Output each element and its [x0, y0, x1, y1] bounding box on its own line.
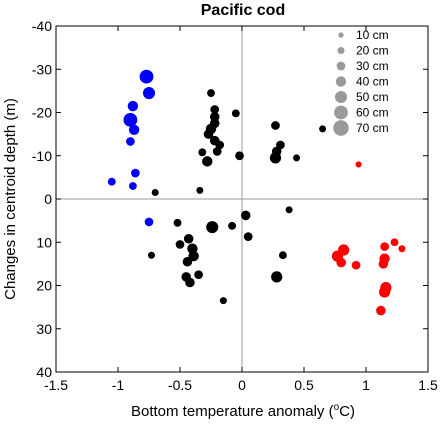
data-point [240, 210, 251, 221]
data-point [380, 242, 389, 251]
data-point [319, 125, 327, 133]
data-point [107, 177, 116, 186]
y-tick-label: 30 [36, 321, 52, 337]
y-tick-label: 0 [44, 191, 52, 207]
data-point [127, 100, 139, 112]
x-tick-labels: -1.5 -1 -0.5 0 0.5 1 1.5 [44, 377, 438, 393]
data-point [194, 270, 203, 280]
legend-marker [336, 61, 346, 71]
data-point [131, 168, 140, 178]
data-point [336, 257, 346, 268]
data-point [278, 251, 287, 260]
data-point [128, 182, 137, 190]
data-point [378, 286, 391, 298]
data-point [269, 152, 282, 164]
data-point [376, 305, 386, 316]
x-tick-label: -0.5 [168, 377, 192, 393]
data-point [175, 240, 185, 249]
legend-label: 20 cm [356, 44, 389, 58]
x-axis-title-text: Bottom temperature anomaly ( [131, 403, 334, 420]
y-axis-title: Changes in centroid depth (m) [2, 98, 19, 300]
data-point [207, 89, 215, 97]
data-point [206, 221, 219, 234]
data-point [139, 69, 154, 84]
x-tick-label: -1.5 [44, 377, 68, 393]
y-tick-label: 20 [36, 278, 52, 294]
x-tick-label: 1.5 [418, 377, 438, 393]
data-point [128, 124, 140, 135]
data-point [183, 234, 194, 244]
x-axis-title-unit: C) [339, 403, 355, 420]
legend-label: 70 cm [356, 121, 389, 135]
data-point [355, 161, 362, 168]
y-tick-label: -30 [32, 61, 52, 77]
legend-marker [334, 90, 348, 104]
legend-marker [334, 105, 348, 120]
data-point [185, 277, 195, 288]
y-tick-label: 40 [36, 364, 52, 380]
legend-marker [335, 76, 347, 87]
legend-marker [337, 47, 345, 54]
data-point [271, 121, 280, 130]
data-point [210, 105, 220, 114]
data-points [107, 69, 406, 316]
data-point [243, 232, 253, 241]
data-point [202, 156, 213, 167]
y-tick-label: -20 [32, 105, 52, 121]
data-point [398, 245, 406, 253]
x-tick-label: 0 [238, 377, 246, 393]
data-point [147, 251, 155, 259]
x-tick-label: 0.5 [294, 377, 314, 393]
data-point [378, 259, 389, 269]
legend-label: 60 cm [356, 106, 389, 120]
data-point [144, 217, 154, 227]
data-point [351, 260, 361, 270]
data-point [196, 186, 204, 194]
data-point [390, 238, 399, 247]
data-point [182, 256, 193, 267]
data-point [126, 137, 135, 146]
data-point [231, 109, 240, 118]
legend-label: 10 cm [356, 28, 389, 42]
data-point [198, 148, 207, 157]
y-tick-label: -10 [32, 148, 52, 164]
y-tick-label: 10 [36, 234, 52, 250]
data-point [151, 189, 159, 197]
x-tick-label: 1 [362, 377, 370, 393]
data-point [142, 86, 156, 100]
zero-lines [56, 26, 428, 372]
data-point [123, 112, 138, 127]
legend-label: 40 cm [356, 75, 389, 89]
chart-title: Pacific cod [201, 2, 285, 19]
legend-marker [338, 32, 344, 38]
y-tick-label: -40 [32, 18, 52, 34]
data-point [212, 147, 222, 156]
y-tick-labels: -40 -30 -20 -10 0 10 20 30 40 [32, 18, 52, 380]
axis-ticks [55, 25, 429, 373]
data-point [203, 129, 214, 139]
x-axis-title-superscript: o [334, 402, 340, 413]
data-point [235, 151, 244, 161]
data-point [271, 271, 283, 283]
data-point [228, 221, 237, 230]
data-point [173, 218, 182, 227]
x-tick-label: -1 [112, 377, 125, 393]
data-point [293, 154, 301, 162]
data-point [285, 206, 293, 214]
data-point [219, 297, 227, 305]
x-axis-title: Bottom temperature anomaly (oC) [131, 402, 355, 420]
legend-label: 50 cm [356, 90, 389, 104]
legend-marker [333, 120, 349, 136]
legend-label: 30 cm [356, 59, 389, 73]
